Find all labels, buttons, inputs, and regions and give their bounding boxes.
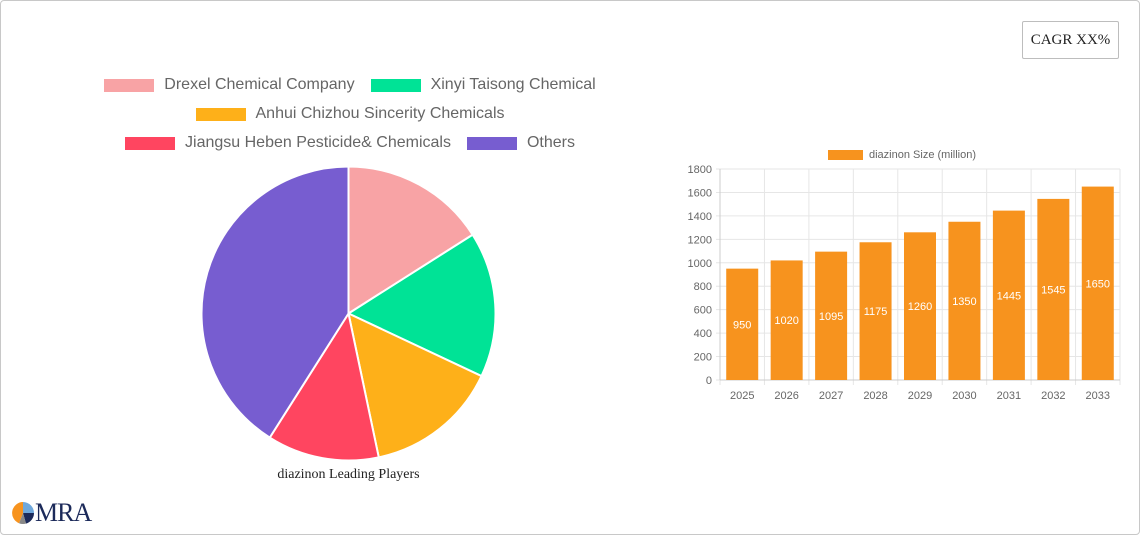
bar[interactable] (859, 242, 892, 380)
bar[interactable] (992, 210, 1025, 380)
legend-label: Others (526, 134, 575, 151)
y-tick-label: 1200 (688, 234, 712, 246)
legend-swatch (466, 136, 517, 150)
cagr-badge: CAGR XX% (1022, 21, 1119, 59)
legend-swatch (195, 107, 246, 121)
y-tick-label: 400 (694, 328, 712, 340)
y-tick-label: 1000 (688, 258, 712, 270)
bar[interactable] (904, 232, 936, 380)
bar[interactable] (726, 268, 759, 380)
legend-label: Jiangsu Heben Pesticide& Chemicals (185, 134, 451, 151)
bar[interactable] (770, 260, 803, 380)
bar-value-label: 1650 (1086, 278, 1110, 290)
legend-item-jiangsu[interactable]: Jiangsu Heben Pesticide& Chemicals (125, 134, 451, 152)
y-tick-label: 1400 (688, 211, 712, 223)
pie-chart-title: diazinon Leading Players (277, 467, 420, 482)
bar-value-label: 1350 (952, 296, 976, 308)
pie-legend-row-3: Jiangsu Heben Pesticide& Chemicals Other… (0, 134, 700, 152)
bar-value-label: 1545 (1041, 284, 1065, 296)
pie-slice[interactable] (268, 310, 380, 462)
legend-swatch (125, 136, 176, 150)
legend-label: Xinyi Taisong Chemical (430, 76, 596, 93)
legend-swatch (828, 150, 863, 160)
legend-item-anhui[interactable]: Anhui Chizhou Sincerity Chemicals (195, 105, 505, 123)
bar-value-label: 1260 (908, 301, 932, 313)
pie-slice[interactable] (347, 165, 474, 316)
y-tick-label: 600 (694, 305, 712, 317)
x-tick-label: 2025 (730, 390, 754, 402)
bar-value-label: 950 (733, 319, 751, 331)
logo-pie-icon (12, 502, 34, 524)
bar[interactable] (1037, 198, 1070, 380)
y-tick-label: 1600 (688, 187, 712, 199)
legend-label: diazinon Size (million) (869, 149, 976, 161)
legend-item-xinyi[interactable]: Xinyi Taisong Chemical (370, 76, 596, 94)
bar[interactable] (948, 221, 981, 380)
legend-item-others[interactable]: Others (466, 134, 575, 152)
legend-label: Anhui Chizhou Sincerity Chemicals (255, 105, 505, 122)
legend-swatch (104, 78, 155, 92)
bar-value-label: 1095 (819, 311, 843, 323)
bar-chart: 0 200 400 600 800 1000 1200 1400 1600 1800 950 2025… (688, 164, 1121, 402)
legend-label: Drexel Chemical Company (164, 76, 355, 93)
x-tick-label: 2033 (1086, 390, 1110, 402)
x-tick-label: 2029 (908, 390, 932, 402)
y-tick-label: 1800 (688, 164, 712, 176)
x-tick-label: 2028 (863, 390, 887, 402)
pie-legend-row-2: Anhui Chizhou Sincerity Chemicals (0, 105, 700, 123)
bar[interactable] (815, 251, 848, 380)
pie-chart (200, 165, 497, 462)
pie-slice[interactable] (200, 165, 350, 439)
pie-legend-row-1: Drexel Chemical Company Xinyi Taisong Ch… (0, 76, 700, 94)
pie-slice[interactable] (347, 311, 483, 459)
bar-value-label: 1020 (774, 315, 798, 327)
x-tick-label: 2032 (1041, 390, 1065, 402)
y-tick-label: 0 (706, 375, 712, 387)
mra-logo: MRA (12, 498, 92, 528)
pie-slice[interactable] (346, 233, 497, 378)
x-tick-label: 2026 (774, 390, 798, 402)
x-tick-label: 2030 (952, 390, 976, 402)
bar[interactable] (1081, 186, 1114, 380)
x-tick-label: 2027 (819, 390, 843, 402)
legend-item-drexel[interactable]: Drexel Chemical Company (104, 76, 355, 94)
y-tick-label: 800 (694, 281, 712, 293)
x-tick-label: 2031 (997, 390, 1021, 402)
y-tick-label: 200 (694, 352, 712, 364)
logo-text: MRA (35, 498, 92, 527)
bar-legend[interactable]: diazinon Size (million) (828, 149, 976, 161)
bar-value-label: 1175 (864, 306, 888, 318)
bar-value-label: 1445 (997, 290, 1021, 302)
legend-swatch (370, 78, 421, 92)
